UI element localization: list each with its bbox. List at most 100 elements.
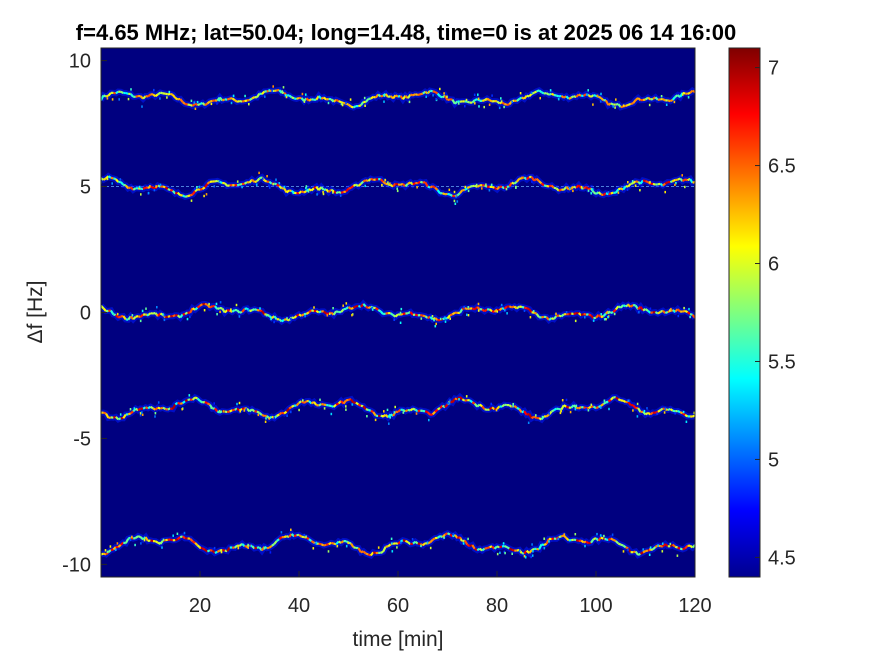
trace-speckle	[477, 97, 480, 100]
trace-speckle	[600, 406, 602, 409]
trace-segment	[642, 179, 646, 183]
trace-segment	[216, 306, 221, 311]
trace-segment	[642, 410, 647, 416]
trace-speckle	[444, 320, 447, 323]
trace-segment	[350, 105, 354, 109]
trace-speckle	[237, 546, 240, 550]
trace-segment	[281, 411, 285, 415]
trace-segment	[352, 105, 357, 109]
trace-speckle	[530, 91, 533, 94]
trace-speckle	[521, 176, 523, 179]
trace-segment	[454, 100, 459, 105]
trace-speckle	[384, 179, 387, 182]
trace-segment	[248, 97, 253, 102]
trace-speckle	[439, 87, 441, 91]
trace-speckle	[632, 409, 634, 412]
trace-segment	[171, 403, 177, 410]
trace-segment	[595, 406, 599, 410]
trace-segment	[614, 188, 620, 194]
trace-segment	[447, 192, 451, 196]
trace-speckle	[203, 309, 206, 312]
trace-segment	[689, 178, 694, 184]
trace-speckle	[453, 190, 456, 194]
trace-segment	[219, 410, 223, 414]
trace-speckle	[565, 398, 568, 402]
trace-segment	[622, 304, 627, 308]
trace-segment	[358, 104, 362, 108]
trace-segment	[459, 396, 464, 401]
trace-segment	[647, 96, 652, 101]
trace-speckle	[264, 95, 266, 98]
trace-segment	[313, 185, 317, 190]
trace-speckle	[443, 92, 445, 95]
trace-segment	[327, 188, 332, 193]
trace-segment	[463, 539, 469, 546]
trace-segment	[157, 406, 161, 410]
trace-speckle	[222, 410, 225, 413]
trace-segment	[432, 90, 436, 93]
trace-segment	[308, 188, 312, 192]
trace-segment	[135, 94, 139, 98]
trace-speckle	[443, 536, 445, 539]
trace-segment	[689, 89, 694, 94]
trace-segment	[447, 532, 451, 536]
trace-segment	[429, 413, 433, 416]
trace-speckle	[302, 399, 304, 402]
trace-speckle	[399, 311, 402, 315]
trace-speckle	[393, 318, 395, 321]
trace-speckle	[592, 319, 595, 322]
trace-segment	[610, 311, 614, 314]
trace-speckle	[374, 418, 377, 422]
trace-speckle	[411, 538, 414, 541]
trace-speckle	[688, 307, 690, 311]
trace-segment	[216, 410, 221, 414]
trace-segment	[558, 94, 562, 98]
trace-segment	[152, 311, 156, 315]
trace-speckle	[631, 180, 634, 183]
trace-segment	[298, 190, 303, 195]
trace-segment	[503, 544, 508, 549]
trace-segment	[303, 400, 308, 404]
trace-speckle	[504, 308, 506, 312]
trace-segment	[124, 184, 130, 190]
trace-segment	[243, 181, 248, 185]
trace-speckle	[213, 185, 216, 188]
trace-speckle	[399, 321, 402, 324]
trace-speckle	[689, 315, 691, 319]
trace-segment	[469, 399, 473, 404]
trace-speckle	[269, 551, 272, 554]
trace-speckle	[159, 97, 161, 100]
trace-segment	[199, 187, 203, 191]
trace-segment	[446, 314, 451, 320]
trace-segment	[308, 400, 313, 405]
trace-segment	[481, 405, 486, 411]
trace-speckle	[282, 86, 285, 89]
trace-speckle	[131, 314, 134, 317]
trace-segment	[251, 96, 256, 100]
trace-segment	[259, 92, 263, 96]
trace-speckle	[219, 301, 222, 304]
trace-segment	[441, 404, 446, 409]
trace-segment	[489, 99, 493, 103]
trace-speckle	[147, 191, 150, 195]
trace-segment	[293, 315, 298, 319]
trace-speckle	[319, 398, 321, 401]
trace-speckle	[316, 193, 318, 196]
trace-speckle	[391, 542, 393, 545]
trace-segment	[109, 309, 115, 316]
trace-segment	[595, 191, 600, 195]
trace-segment	[261, 310, 266, 315]
trace-segment	[592, 405, 597, 410]
trace-segment	[412, 93, 416, 97]
trace-segment	[615, 540, 620, 545]
trace-speckle	[305, 535, 307, 538]
trace-speckle	[642, 548, 644, 551]
trace-speckle	[118, 98, 120, 101]
trace-speckle	[194, 107, 197, 110]
trace-segment	[420, 92, 424, 96]
trace-speckle	[247, 546, 249, 549]
trace-speckle	[290, 410, 292, 414]
trace-segment	[553, 315, 558, 320]
trace-segment	[167, 407, 171, 411]
trace-speckle	[259, 307, 261, 310]
